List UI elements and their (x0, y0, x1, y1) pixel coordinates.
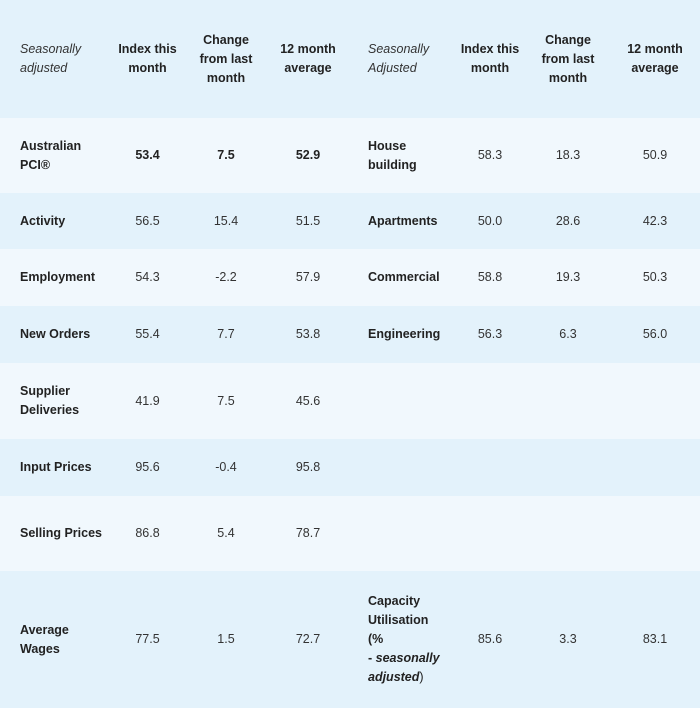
index-value: 41.9 (135, 393, 160, 408)
table-row: Employment 54.3 -2.2 57.9 Commercial 58.… (0, 249, 700, 306)
row-label: Activity (20, 213, 66, 228)
change-value: 7.7 (217, 327, 235, 341)
index-value: 54.3 (135, 270, 160, 284)
index-value-right: 50.0 (477, 213, 503, 228)
row-label: Selling Prices (20, 526, 102, 540)
index-value-right: 58.8 (477, 270, 503, 284)
index-value: 95.6 (135, 460, 160, 474)
capacity-name: Capacity Utilisation (368, 594, 429, 627)
row-label: Employment (20, 270, 96, 284)
change-value: 5.4 (217, 526, 235, 540)
capacity-utilisation-label: Capacity Utilisation (% - seasonally adjus… (348, 571, 454, 708)
change-value-right: 6.3 (559, 327, 577, 341)
average-value: 57.9 (295, 270, 321, 284)
header-change-right: Change from last month (541, 32, 595, 85)
header-seasonally-adjusted: Seasonally adjusted (20, 42, 82, 75)
change-value-right: 19.3 (555, 270, 581, 284)
average-value: 72.7 (295, 632, 321, 646)
change-value: -2.2 (215, 270, 237, 284)
index-value: 56.5 (135, 213, 160, 228)
change-value: -0.4 (215, 460, 237, 474)
header-seasonally-adjusted-right: Seasonally Adjusted (368, 42, 430, 75)
empty-cell (348, 439, 454, 496)
row-label-right: Commercial (368, 270, 440, 284)
average-value-right: 83.1 (642, 632, 668, 646)
empty-cell (526, 363, 610, 439)
empty-cell (348, 363, 454, 439)
average-value-right: 50.9 (642, 148, 668, 162)
change-value: 15.4 (213, 213, 239, 228)
empty-cell (610, 363, 700, 439)
change-value-right: 3.3 (559, 632, 577, 646)
average-value: 45.6 (295, 393, 321, 408)
empty-cell (454, 439, 526, 496)
capacity-paren-close: ) (419, 670, 424, 684)
capacity-seasonally-adjusted: seasonally adjusted (368, 651, 440, 684)
row-label: New Orders (20, 327, 91, 341)
average-value: 51.5 (295, 213, 321, 228)
row-label: Supplier Deliveries (20, 384, 80, 417)
index-value-right: 85.6 (477, 632, 503, 646)
header-change: Change from last month (199, 32, 253, 85)
empty-cell (454, 363, 526, 439)
empty-cell (526, 439, 610, 496)
row-label-right: Engineering (368, 327, 441, 341)
index-value-right: 58.3 (477, 148, 503, 162)
header-index-right: Index this month (460, 42, 520, 75)
table-row: Input Prices 95.6 -0.4 95.8 (0, 439, 700, 496)
average-value: 52.9 (295, 148, 321, 162)
index-value: 77.5 (135, 632, 160, 646)
row-label-right: House building (368, 138, 417, 172)
average-value-right: 42.3 (642, 213, 668, 228)
empty-cell (454, 496, 526, 571)
header-index: Index this month (118, 42, 177, 75)
average-value-right: 50.3 (642, 270, 668, 284)
header-average: 12 month average (280, 42, 336, 75)
capacity-paren-open: (% (368, 632, 384, 646)
table-row: Activity 56.5 15.4 51.5 Apartments 50.0 … (0, 193, 700, 249)
average-value: 95.8 (295, 460, 321, 474)
index-value-right: 56.3 (477, 327, 503, 341)
index-value: 53.4 (135, 148, 160, 162)
change-value: 1.5 (217, 632, 235, 646)
change-value-right: 18.3 (555, 148, 581, 162)
table-row: Australian PCI® 53.4 7.5 52.9 House buil… (0, 118, 700, 193)
header-average-right: 12 month average (627, 42, 683, 75)
row-label: Input Prices (20, 460, 92, 474)
table-row: Supplier Deliveries 41.9 7.5 45.6 (0, 363, 700, 439)
empty-cell (610, 439, 700, 496)
empty-cell (526, 496, 610, 571)
change-value-right: 28.6 (555, 213, 581, 228)
table-header-row: Seasonally adjusted Index this month Cha… (0, 0, 700, 118)
change-value: 7.5 (217, 393, 235, 408)
empty-cell (348, 496, 454, 571)
empty-cell (610, 496, 700, 571)
average-value: 53.8 (295, 327, 321, 341)
row-label-right: Apartments (368, 213, 438, 228)
index-value: 86.8 (135, 526, 160, 540)
change-value: 7.5 (217, 148, 235, 162)
table-row: Average Wages 77.5 1.5 72.7 Capacity Uti… (0, 571, 700, 708)
average-value: 78.7 (295, 526, 321, 540)
table-row: Selling Prices 86.8 5.4 78.7 (0, 496, 700, 571)
row-label: Australian PCI® (20, 138, 82, 172)
row-label: Average Wages (20, 622, 69, 656)
capacity-dash: - (368, 651, 376, 665)
table-row: New Orders 55.4 7.7 53.8 Engineering 56.… (0, 306, 700, 363)
index-value: 55.4 (135, 327, 160, 341)
average-value-right: 56.0 (642, 327, 668, 341)
